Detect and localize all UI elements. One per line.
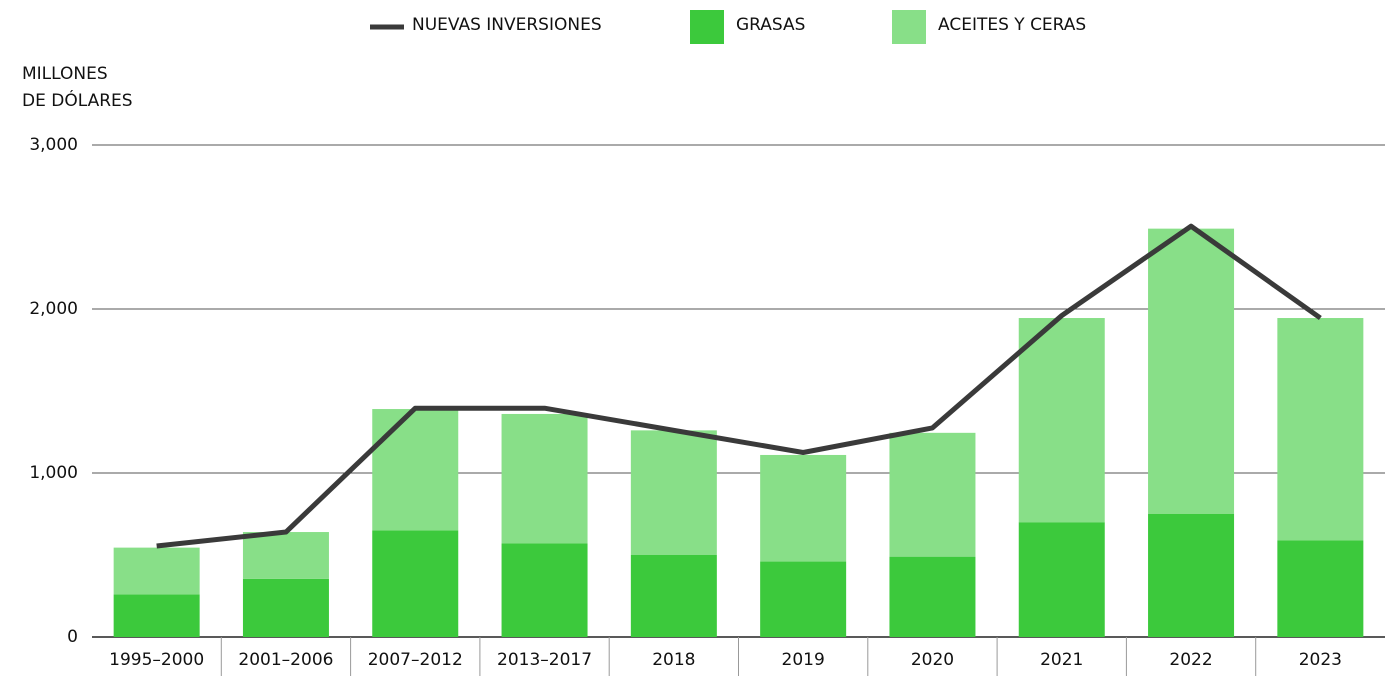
y-tick-label: 2,000 <box>29 299 78 319</box>
bar <box>760 561 847 637</box>
bar <box>501 543 588 637</box>
bar <box>372 530 459 637</box>
x-tick-label: 2007–2012 <box>368 650 463 670</box>
x-tick-label: 2022 <box>1169 650 1212 670</box>
bar <box>760 454 847 562</box>
y-tick-label: 0 <box>67 627 78 647</box>
x-tick-label: 2023 <box>1299 650 1342 670</box>
bar <box>1277 318 1364 541</box>
bar <box>372 409 459 531</box>
y-axis-label: MILLONES <box>22 64 108 84</box>
bar <box>889 556 976 637</box>
bar <box>889 432 976 557</box>
x-tick-label: 2018 <box>652 650 695 670</box>
bar <box>501 413 588 544</box>
bar <box>1148 228 1235 514</box>
x-tick-label: 2013–2017 <box>497 650 592 670</box>
bar <box>242 532 329 579</box>
bar <box>630 430 717 555</box>
bar <box>1018 318 1105 523</box>
bar <box>1018 522 1105 637</box>
legend-label: GRASAS <box>736 15 805 35</box>
x-tick-label: 2021 <box>1040 650 1083 670</box>
legend-label: NUEVAS INVERSIONES <box>412 15 602 35</box>
x-tick-label: 1995–2000 <box>109 650 204 670</box>
x-tick-label: 2020 <box>911 650 954 670</box>
y-axis-label: DE DÓLARES <box>22 89 133 111</box>
y-tick-label: 3,000 <box>29 135 78 155</box>
bar <box>1148 514 1235 637</box>
legend-label: ACEITES Y CERAS <box>938 15 1086 35</box>
y-tick-label: 1,000 <box>29 463 78 483</box>
line <box>156 223 1322 549</box>
x-tick-label: 2019 <box>782 650 825 670</box>
legend-swatch <box>892 10 926 44</box>
bar <box>113 547 200 595</box>
x-tick-label: 2001–2006 <box>238 650 333 670</box>
bar <box>630 555 717 637</box>
bar <box>113 594 200 637</box>
legend-swatch <box>690 10 724 44</box>
bar <box>242 578 329 637</box>
bar <box>1277 540 1364 637</box>
